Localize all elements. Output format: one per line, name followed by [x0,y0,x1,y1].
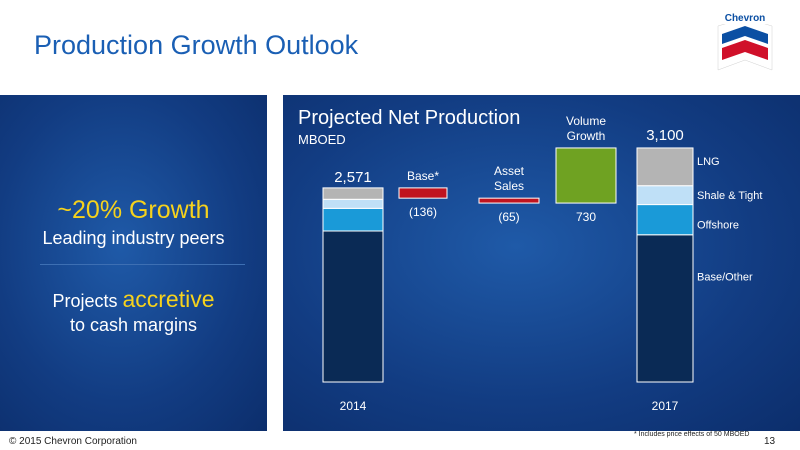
projects-subtext: to cash margins [69,315,198,335]
bar-2017-base-other [636,234,694,383]
step-label-2-1: Asset [494,164,525,178]
total-label-2014: 2,571 [334,169,372,186]
chart-title: Projected Net Production [298,107,521,129]
slide-title: Production Growth Outlook [34,30,359,60]
x-tick-2017: 2017 [652,399,679,413]
step-label-3-2: Growth [567,129,606,143]
projects-line: Projects accretive [0,286,267,313]
step-label-1-1: Base* [407,169,439,183]
legend-lng: LNG [697,156,720,168]
legend-shale-tight: Shale & Tight [697,190,762,202]
bar-2017-lng [636,147,694,187]
page-number: 13 [764,436,776,447]
panel-divider [40,264,245,265]
step-label-2-2: Sales [494,179,524,193]
bar-2014-lng [322,187,384,200]
step-value-3: 730 [576,210,596,224]
projects-prefix: Projects [52,291,123,311]
step-bar-3 [555,147,617,204]
bar-2017-offshore [636,204,694,236]
step-value-2: (65) [498,210,519,224]
legend-base-other: Base/Other [697,271,753,283]
bar-2014-base-other [322,230,384,383]
copyright: © 2015 Chevron Corporation [9,436,137,447]
bar-2014-offshore [322,207,384,232]
projects-accent: accretive [122,286,215,312]
step-bar-2 [478,197,540,204]
legend-offshore: Offshore [697,220,739,232]
left-panel [0,95,267,431]
growth-subtext: Leading industry peers [42,228,225,248]
bar-2014-shale-tight [322,198,384,209]
step-bar-1 [398,187,448,199]
step-label-3-1: Volume [566,114,606,128]
chevron-logo: Chevron [717,10,773,71]
bar-2017-shale-tight [636,185,694,206]
total-label-2017: 3,100 [646,127,684,144]
x-tick-2014: 2014 [340,399,367,413]
growth-headline: ~20% Growth [57,196,210,224]
step-value-1: (136) [409,205,437,219]
chart-unit: MBOED [298,132,346,147]
footnote: * Includes price effects of 50 MBOED [634,431,750,438]
logo-wordmark: Chevron [725,13,766,24]
